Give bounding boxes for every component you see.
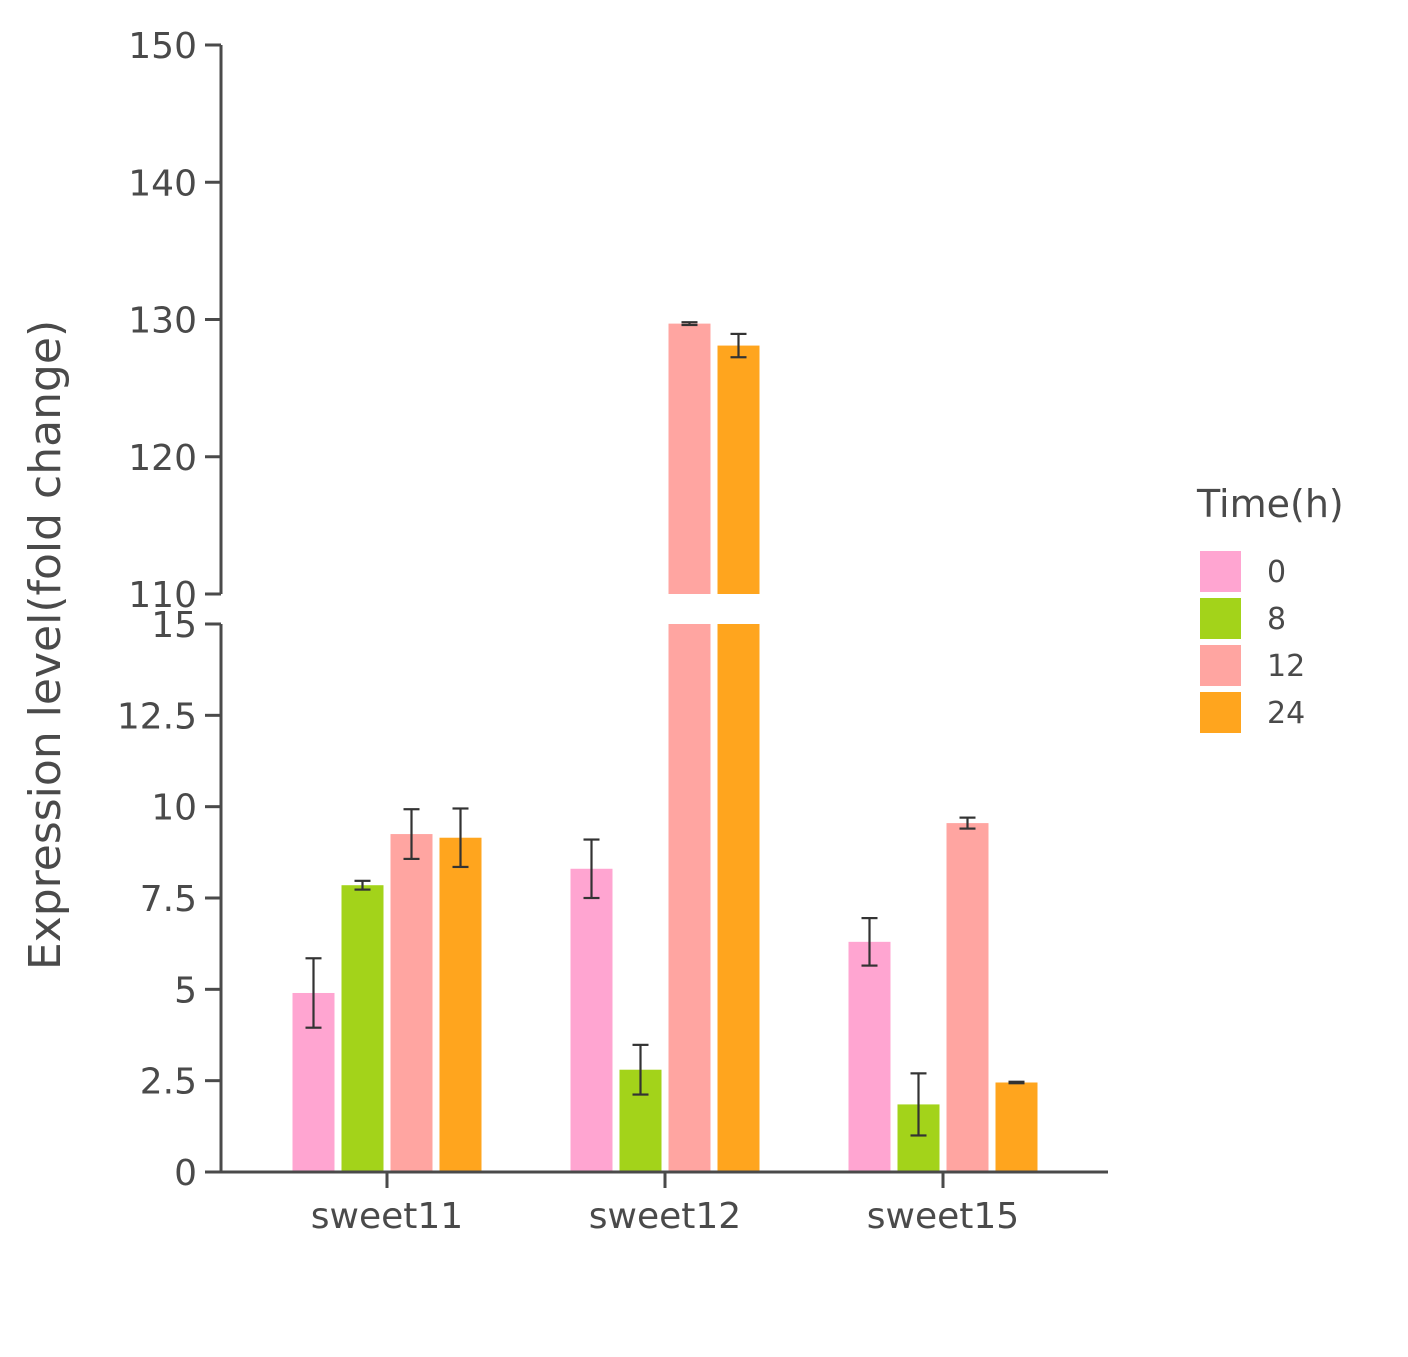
y-tick-label: 0 bbox=[174, 1153, 197, 1194]
bar-sweet12-t24-lower bbox=[717, 624, 760, 1172]
error-bar-sweet15-t12 bbox=[959, 816, 976, 830]
y-tick-label: 120 bbox=[128, 438, 197, 479]
error-bar-sweet15-t24 bbox=[1008, 1080, 1025, 1085]
legend-label-24: 24 bbox=[1267, 696, 1305, 731]
x-tick-label: sweet12 bbox=[589, 1196, 741, 1237]
error-bar-sweet11-t12 bbox=[403, 808, 420, 861]
y-tick-label: 12.5 bbox=[117, 696, 197, 737]
bar-sweet11-t12 bbox=[390, 834, 433, 1172]
y-axis-title: Expression level(fold change) bbox=[20, 320, 71, 970]
error-bar-sweet12-t8 bbox=[632, 1043, 649, 1096]
y-tick-label: 150 bbox=[128, 26, 197, 67]
bar-sweet15-t12 bbox=[946, 823, 989, 1172]
bar-sweet11-t24 bbox=[439, 837, 482, 1172]
error-bar-sweet15-t0 bbox=[861, 916, 878, 967]
error-bar-sweet11-t8 bbox=[354, 879, 371, 891]
legend-label-0: 0 bbox=[1267, 555, 1286, 590]
legend-swatch-12 bbox=[1200, 645, 1241, 686]
bar-sweet11-t8 bbox=[341, 885, 384, 1172]
y-tick-label: 10 bbox=[151, 788, 197, 829]
error-bar-sweet15-t8 bbox=[910, 1072, 927, 1137]
y-tick-label: 7.5 bbox=[140, 879, 197, 920]
error-bar-sweet11-t0 bbox=[305, 957, 322, 1029]
legend-label-12: 12 bbox=[1267, 649, 1305, 684]
bar-sweet15-t24 bbox=[995, 1082, 1038, 1172]
legend-swatch-0 bbox=[1200, 551, 1241, 592]
legend-swatch-24 bbox=[1200, 692, 1241, 733]
x-tick-label: sweet15 bbox=[867, 1196, 1019, 1237]
error-bar-sweet11-t24 bbox=[452, 807, 469, 869]
bar-sweet12-t12-lower bbox=[668, 624, 711, 1172]
y-tick-label: 2.5 bbox=[140, 1062, 197, 1103]
bar-sweet12-t12-upper bbox=[668, 323, 711, 594]
bar-sweet12-t0 bbox=[570, 868, 613, 1172]
bars bbox=[292, 323, 1038, 1172]
error-bar-sweet12-t24 bbox=[730, 332, 747, 359]
bar-sweet12-t24-upper bbox=[717, 345, 760, 594]
legend-label-8: 8 bbox=[1267, 602, 1286, 637]
error-bar-sweet12-t12 bbox=[681, 321, 698, 327]
y-tick-label: 130 bbox=[128, 301, 197, 342]
y-tick-label: 110 bbox=[128, 575, 197, 616]
bar-sweet15-t0 bbox=[848, 941, 891, 1172]
x-tick-label: sweet11 bbox=[311, 1196, 463, 1237]
error-bars bbox=[305, 321, 1025, 1137]
legend: 0 8 12 24 bbox=[1200, 551, 1305, 733]
y-tick-label: 140 bbox=[128, 163, 197, 204]
legend-swatch-8 bbox=[1200, 598, 1241, 639]
y-tick-label: 5 bbox=[174, 970, 197, 1011]
error-bar-sweet12-t0 bbox=[583, 838, 600, 900]
y-tick-label: 15 bbox=[151, 605, 197, 646]
legend-title: Time(h) bbox=[1196, 482, 1344, 526]
